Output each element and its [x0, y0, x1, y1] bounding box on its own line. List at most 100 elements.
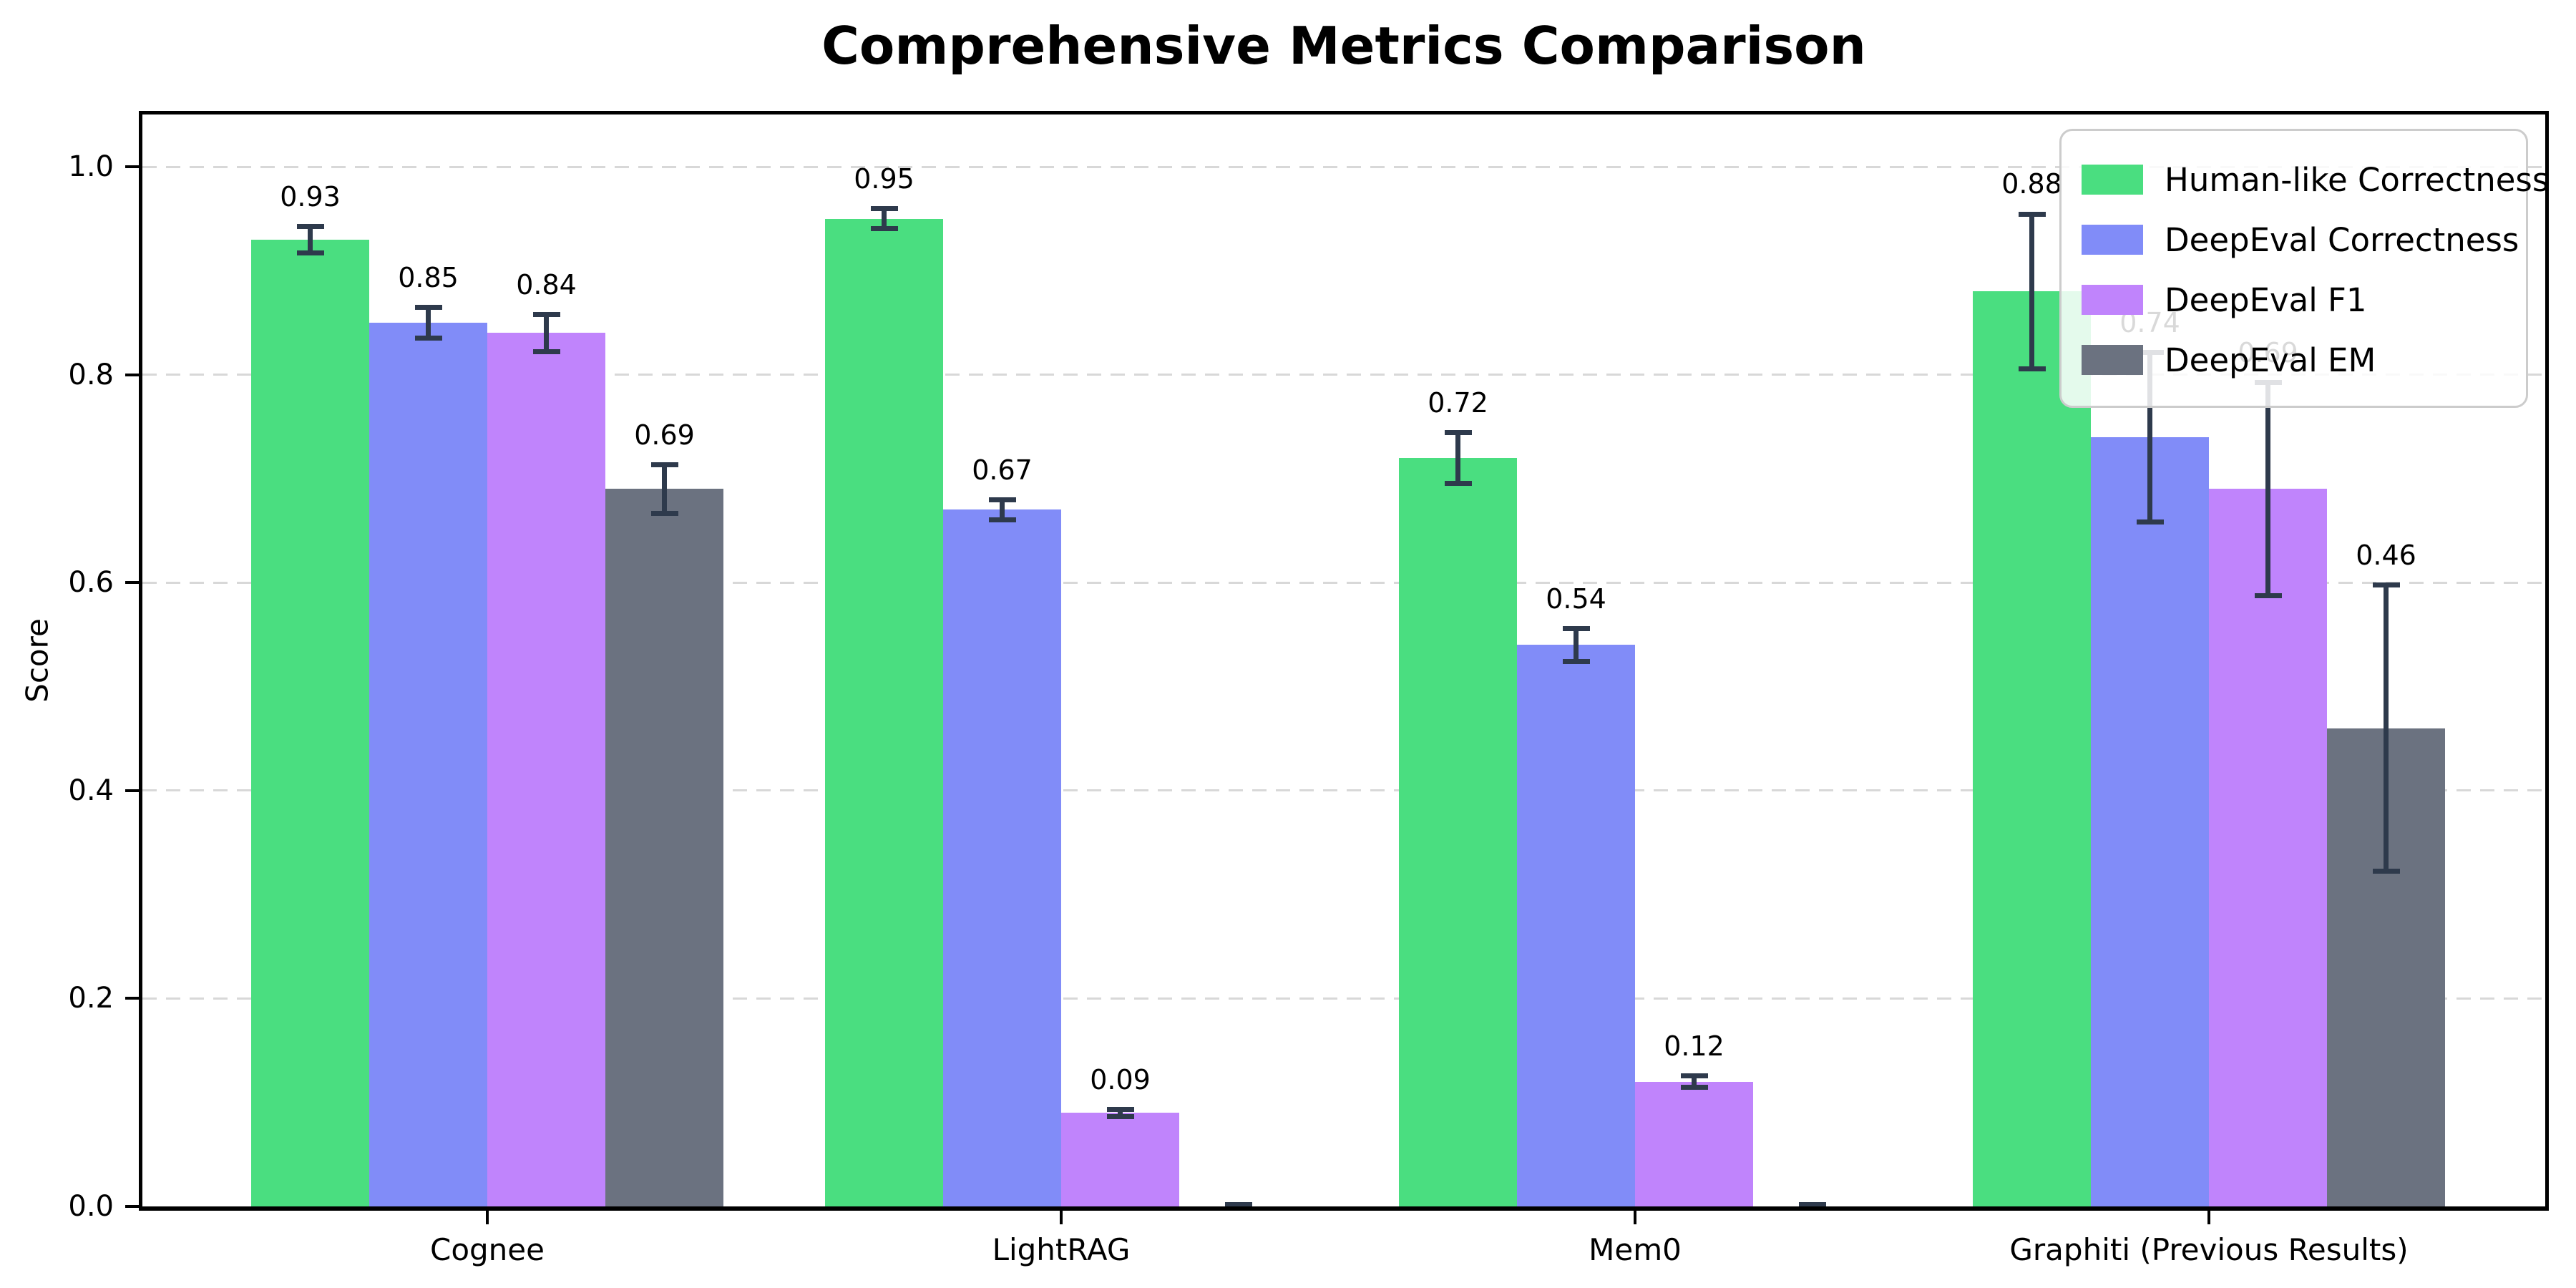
axis-spine-top — [139, 111, 2549, 114]
error-bar-line — [1810, 1202, 1815, 1211]
y-tick-label: 0.2 — [68, 982, 114, 1015]
error-bar-line — [2029, 211, 2034, 372]
legend-item-deepeval-correctness: DeepEval Correctness — [2082, 210, 2526, 270]
bar-group-cognee: 0.93 0.85 0.84 0.69 — [200, 114, 774, 1206]
y-tick-mark — [125, 1205, 139, 1208]
bar-value-label: 0.46 — [2356, 540, 2416, 572]
y-tick-label: 0.6 — [68, 566, 114, 600]
error-bar — [2018, 211, 2046, 372]
y-tick-mark — [125, 581, 139, 585]
bar-value-label: 0.84 — [516, 269, 577, 301]
bar-value-label: 0.12 — [1664, 1030, 1724, 1063]
error-bar-line — [426, 305, 431, 341]
bar-groups: 0.93 0.85 0.84 0.69 0.95 0.67 0.09 0.72 0.54 0.12… — [200, 114, 2496, 1211]
legend-item-human-like-correctness: Human-like Correctness — [2082, 150, 2549, 210]
bar-value-label: 0.72 — [1428, 386, 1488, 419]
error-bar-line — [308, 223, 313, 255]
bar-deepeval-correctness-graphiti-previous-results: 0.74 — [2091, 307, 2209, 1206]
bar-deepeval-em-cognee: 0.69 — [605, 419, 723, 1206]
bar-value-label: 0.67 — [972, 454, 1033, 487]
legend-label: DeepEval F1 — [2165, 280, 2367, 319]
y-axis-label: Score — [19, 618, 55, 703]
bar-group-lightrag: 0.95 0.67 0.09 — [774, 114, 1348, 1211]
y-tick-label: 0.0 — [68, 1190, 114, 1223]
legend-swatch-deepeval-f1 — [2082, 285, 2143, 315]
x-tick-mark — [1634, 1211, 1636, 1224]
x-tick-label-lightrag: LightRAG — [992, 1232, 1131, 1267]
gridline-1.0 — [142, 165, 2545, 168]
bar-value-label: 0.85 — [398, 262, 459, 294]
bar-deepeval-correctness-lightrag: 0.67 — [943, 454, 1061, 1206]
bar-deepeval-f1-mem0: 0.12 — [1635, 1030, 1753, 1206]
bar-human-like-correctness-lightrag: 0.95 — [825, 163, 943, 1206]
error-bar-line — [1574, 626, 1579, 664]
error-bar-line — [1000, 497, 1005, 522]
error-bar — [2254, 379, 2282, 598]
axis-spine-left — [139, 111, 142, 1211]
legend-item-deepeval-f1: DeepEval F1 — [2082, 270, 2526, 330]
bar-value-label: 0.54 — [1546, 583, 1606, 615]
y-tick-mark — [125, 165, 139, 168]
y-tick-mark — [125, 789, 139, 792]
x-tick-mark — [2207, 1211, 2210, 1224]
error-bar-line — [1455, 429, 1460, 487]
axis-spine-bottom — [139, 1206, 2549, 1211]
error-bar — [1562, 626, 1590, 664]
error-bar-line — [544, 312, 549, 354]
bar-human-like-correctness-graphiti-previous-results: 0.88 — [1973, 168, 2091, 1206]
legend-label: DeepEval EM — [2165, 341, 2376, 379]
bar-group-mem0: 0.72 0.54 0.12 — [1348, 114, 1922, 1211]
plot-area: 0.93 0.85 0.84 0.69 0.95 0.67 0.09 0.72 0.54 0.12… — [68, 111, 2549, 1267]
legend-label: DeepEval Correctness — [2165, 220, 2519, 259]
bar-value-label: 0.88 — [2001, 168, 2062, 200]
bar-value-label: 0.69 — [634, 419, 695, 451]
error-bar — [870, 206, 898, 232]
bar-deepeval-f1-graphiti-previous-results: 0.69 — [2209, 337, 2327, 1206]
x-tick-label-cognee: Cognee — [430, 1232, 545, 1267]
legend-swatch-deepeval-correctness — [2082, 225, 2143, 255]
legend-swatch-human-like-correctness — [2082, 165, 2143, 195]
bar-deepeval-em-graphiti-previous-results: 0.46 — [2327, 540, 2445, 1206]
error-bar-line — [2147, 349, 2152, 525]
y-tick-label: 1.0 — [68, 150, 114, 183]
chart-title: Comprehensive Metrics Comparison — [821, 16, 1866, 76]
bar-value-label: 0.09 — [1090, 1063, 1151, 1096]
y-tick-mark — [125, 997, 139, 1000]
x-tick-mark — [486, 1211, 489, 1224]
bar-deepeval-correctness-cognee: 0.85 — [369, 262, 487, 1206]
gridline-0.2 — [142, 997, 2545, 1000]
error-bar — [532, 312, 560, 354]
legend: Human-like Correctness DeepEval Correctne… — [2059, 129, 2549, 408]
bar-deepeval-f1-cognee: 0.84 — [487, 269, 605, 1206]
error-bar — [650, 462, 678, 517]
y-tick-label: 0.4 — [68, 774, 114, 807]
error-bar — [1444, 429, 1472, 487]
error-bar-line — [2384, 582, 2389, 874]
y-tick-label: 0.8 — [68, 358, 114, 391]
bar-deepeval-correctness-mem0: 0.54 — [1517, 583, 1635, 1206]
bar-deepeval-f1-lightrag: 0.09 — [1061, 1064, 1179, 1206]
error-bar-line — [1236, 1202, 1241, 1211]
error-bar — [1680, 1073, 1708, 1091]
x-tick-label-graphiti-previous-results: Graphiti (Previous Results) — [2009, 1232, 2409, 1267]
x-tick-label-mem0: Mem0 — [1589, 1232, 1682, 1267]
legend-swatch-deepeval-em — [2082, 345, 2143, 375]
error-bar — [1106, 1106, 1134, 1119]
bar-value-label: 0.93 — [280, 180, 341, 213]
error-bar — [296, 223, 324, 255]
x-tick-mark — [1060, 1211, 1063, 1224]
bar-group-graphiti-previous-results: 0.88 0.740.69 0.46 — [1922, 114, 2496, 1206]
legend-label: Human-like Correctness — [2165, 160, 2550, 199]
error-bar — [2372, 582, 2400, 874]
legend-item-deepeval-em: DeepEval EM — [2082, 330, 2526, 390]
gridline-0.4 — [142, 789, 2545, 792]
error-bar-line — [2265, 379, 2270, 598]
axis-spine-right — [2545, 111, 2549, 1211]
error-bar-line — [1692, 1073, 1697, 1091]
error-bar — [414, 305, 442, 341]
bar-human-like-correctness-mem0: 0.72 — [1399, 387, 1517, 1206]
error-bar — [988, 497, 1016, 522]
error-bar-line — [662, 462, 667, 517]
y-tick-mark — [125, 373, 139, 376]
